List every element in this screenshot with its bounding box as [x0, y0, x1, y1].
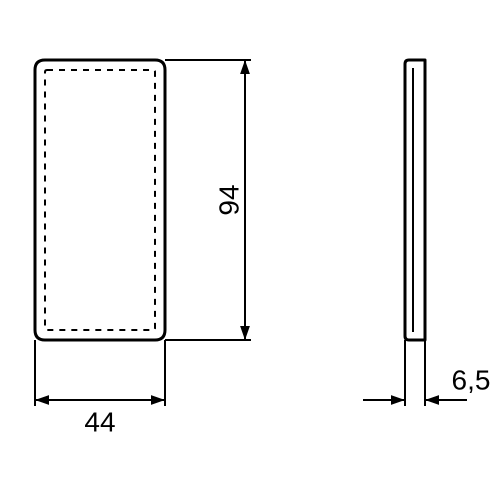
- front-view-hidden-line: [45, 70, 155, 330]
- dim-thickness-value: 6,5: [452, 364, 491, 395]
- dim-height-value: 94: [213, 184, 244, 215]
- side-view-outline: [405, 60, 425, 340]
- dim-width-value: 44: [84, 406, 115, 437]
- front-view-outline: [35, 60, 165, 340]
